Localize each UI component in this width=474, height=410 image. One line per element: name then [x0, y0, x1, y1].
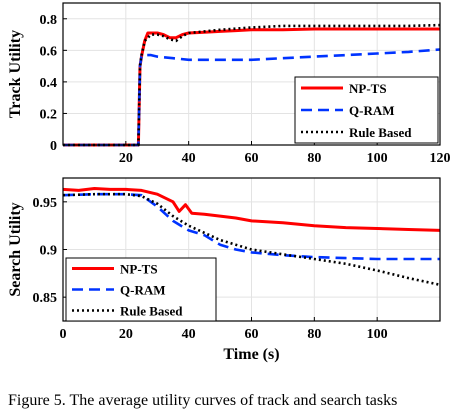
y-tick-label: 0 [50, 139, 57, 154]
x-tick-label: 60 [245, 327, 259, 342]
y-tick-label: 0.6 [40, 44, 58, 59]
series-line-rule-based [63, 23, 441, 147]
x-tick-label: 80 [307, 327, 321, 342]
x-tick-label: 0 [60, 327, 67, 342]
y-tick-label: 0.4 [40, 76, 58, 91]
legend: NP-TS Q-RAM Rule Based [65, 257, 217, 322]
legend-label: NP-TS [120, 262, 158, 277]
x-tick-label: 60 [245, 151, 259, 166]
legend-label: Rule Based [349, 125, 412, 140]
x-axis-label: Time (s) [223, 346, 279, 363]
x-tick-label: 120 [430, 151, 451, 166]
legend-label: Q-RAM [120, 283, 166, 298]
x-tick-label: 20 [119, 327, 133, 342]
x-tick-label: 40 [182, 327, 196, 342]
x-tick-label: 100 [367, 327, 388, 342]
figure-caption: Figure 5. The average utility curves of … [8, 392, 397, 409]
series-line-np-ts [63, 27, 440, 147]
y-tick-label: 0.85 [33, 291, 58, 306]
y-axis-label: Search Utility [7, 202, 24, 296]
legend-label: NP-TS [349, 81, 387, 96]
series-line-q-ram [62, 192, 440, 261]
y-tick-label: 0.8 [40, 13, 58, 28]
y-tick-label: 0.2 [40, 107, 58, 122]
track-utility-panel: 20 40 60 80 100 120 0 0.2 0.4 0.6 0.8 Track Utility… [7, 2, 451, 166]
x-tick-label: 20 [119, 151, 133, 166]
y-tick-label: 0.9 [40, 244, 58, 259]
y-axis-label: Track Utility [7, 30, 24, 118]
x-tick-label: 100 [367, 151, 388, 166]
legend: NP-TS Q-RAM Rule Based [294, 76, 439, 144]
x-tick-label: 80 [307, 151, 321, 166]
series-line-np-ts [62, 187, 441, 232]
legend-label: Rule Based [120, 304, 183, 319]
search-utility-panel: 0 20 40 60 80 100 0.85 0.9 0.95 Search Utility Tim… [7, 177, 441, 363]
legend-label: Q-RAM [349, 103, 395, 118]
x-tick-label: 40 [182, 151, 196, 166]
y-tick-label: 0.95 [33, 196, 58, 211]
